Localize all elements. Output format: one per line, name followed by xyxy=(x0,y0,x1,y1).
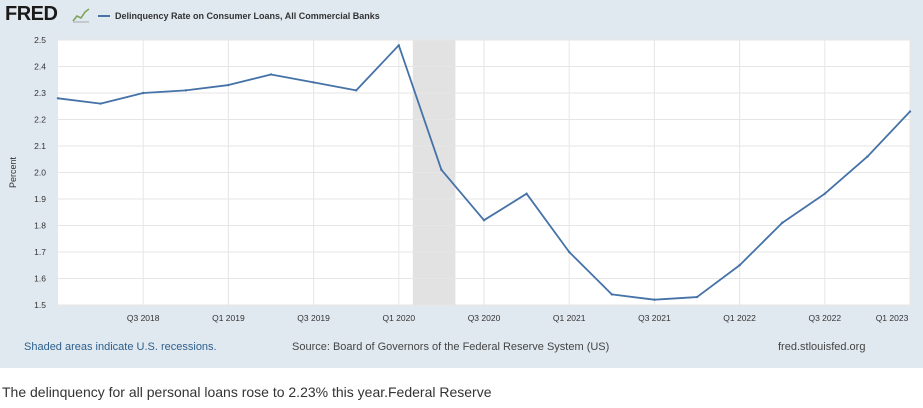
line-chart: 1.5 1.6 1.7 1.8 1.9 2.0 2.1 2.2 2.3 2.4 2.5 Q3 2018… xyxy=(8,35,912,323)
y-tick-label: 1.6 xyxy=(34,274,46,284)
data-point xyxy=(312,81,315,84)
data-point xyxy=(525,192,528,195)
x-tick-label: Q1 2021 xyxy=(553,313,586,323)
x-tick-label: Q1 2022 xyxy=(723,313,756,323)
data-point xyxy=(610,293,613,296)
y-tick-label: 2.5 xyxy=(34,35,46,45)
data-point xyxy=(823,192,826,195)
y-tick-label: 1.7 xyxy=(34,247,46,257)
legend-label: Delinquency Rate on Consumer Loans, All … xyxy=(115,11,380,21)
legend-swatch xyxy=(98,15,110,17)
y-tick-label: 2.1 xyxy=(34,141,46,151)
y-tick-label: 2.4 xyxy=(34,62,46,72)
y-axis-label: Percent xyxy=(8,156,18,188)
data-point xyxy=(482,219,486,222)
source-note: Source: Board of Governors of the Federa… xyxy=(292,341,610,353)
chart-line-icon xyxy=(72,7,90,23)
recession-note: Shaded areas indicate U.S. recessions. xyxy=(24,341,217,353)
x-tick-label: Q3 2019 xyxy=(297,313,330,323)
data-point xyxy=(908,110,912,113)
y-tick-label: 1.9 xyxy=(34,194,46,204)
data-point xyxy=(227,83,230,87)
x-tick-label: Q3 2021 xyxy=(638,313,671,323)
x-tick-label: Q3 2022 xyxy=(808,313,841,323)
fred-url-link[interactable]: fred.stlouisfed.org xyxy=(778,341,866,353)
chart-legend: Delinquency Rate on Consumer Loans, All … xyxy=(98,11,380,21)
y-tick-label: 1.8 xyxy=(34,221,46,231)
data-point xyxy=(56,97,60,100)
data-point xyxy=(866,155,869,158)
x-tick-label: Q3 2018 xyxy=(127,313,160,323)
data-point xyxy=(142,91,145,95)
data-point xyxy=(568,250,571,254)
y-tick-label: 2.0 xyxy=(34,168,46,178)
data-point xyxy=(738,264,741,267)
data-point xyxy=(99,102,102,105)
y-tick-label: 2.3 xyxy=(34,88,46,98)
data-point xyxy=(355,89,358,92)
x-tick-label: Q1 2020 xyxy=(382,313,415,323)
data-point xyxy=(695,295,699,299)
image-caption: The delinquency for all personal loans r… xyxy=(2,384,492,400)
data-point xyxy=(184,89,187,92)
data-point xyxy=(653,298,656,301)
x-tick-label: Q1 2023 xyxy=(876,313,909,323)
y-tick-label: 2.2 xyxy=(34,115,46,125)
fred-chart-panel: FRED Delinquency Rate on Consumer Loans,… xyxy=(0,0,923,368)
data-point xyxy=(781,221,784,225)
x-tick-label: Q3 2020 xyxy=(468,313,501,323)
fred-logo[interactable]: FRED xyxy=(5,3,58,25)
x-tick-label: Q1 2019 xyxy=(212,313,245,323)
data-point xyxy=(397,44,400,47)
data-point xyxy=(440,168,443,172)
y-tick-label: 1.5 xyxy=(34,300,46,310)
data-point xyxy=(269,73,273,76)
